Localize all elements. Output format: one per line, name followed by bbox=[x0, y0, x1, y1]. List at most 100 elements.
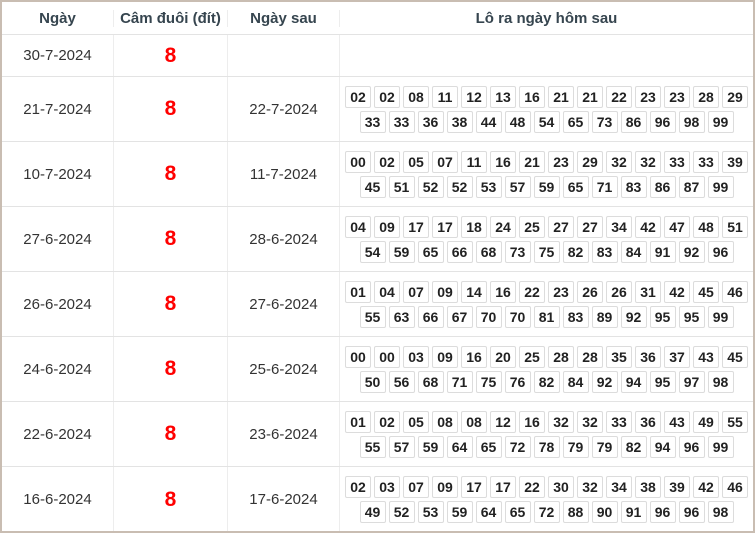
lotto-number-line: 45 51 52 52 53 57 59 65 71 83 86 87 99 bbox=[358, 175, 735, 198]
lotto-number: 64 bbox=[475, 501, 502, 523]
lotto-number: 02 bbox=[345, 476, 371, 498]
lotto-number: 97 bbox=[678, 370, 705, 393]
lotto-number: 43 bbox=[693, 345, 719, 368]
lotto-number: 70 bbox=[504, 305, 531, 328]
table-row: 27-6-2024 8 28-6-2024 04 09 17 17 18 24 25 27 27 34 4… bbox=[2, 207, 753, 272]
lotto-number: 32 bbox=[635, 150, 661, 173]
lotto-number: 57 bbox=[504, 175, 531, 198]
lotto-number: 84 bbox=[562, 370, 589, 393]
lotto-number: 28 bbox=[693, 85, 719, 108]
lotto-number: 32 bbox=[577, 476, 603, 498]
lotto-number: 33 bbox=[693, 150, 719, 173]
lotto-results-cell: 00 02 05 07 11 16 21 23 29 32 32 33 33 39 45 51 52 52 53 57… bbox=[340, 142, 753, 206]
table-row: 24-6-2024 8 25-6-2024 00 00 03 09 16 20 25 28 28 35 3… bbox=[2, 337, 753, 402]
lotto-number: 48 bbox=[693, 215, 719, 238]
lotto-number: 16 bbox=[461, 345, 487, 368]
lotto-number: 30 bbox=[548, 476, 574, 498]
lotto-number: 31 bbox=[635, 280, 661, 303]
lotto-number: 84 bbox=[620, 240, 647, 263]
lotto-number: 02 bbox=[345, 85, 371, 108]
lotto-number: 25 bbox=[519, 345, 545, 368]
lotto-number: 09 bbox=[432, 476, 458, 498]
lotto-number: 46 bbox=[722, 476, 748, 498]
lotto-number: 66 bbox=[417, 305, 444, 328]
lotto-number: 00 bbox=[345, 345, 371, 368]
lotto-number: 75 bbox=[475, 370, 502, 393]
lotto-number: 91 bbox=[620, 501, 647, 523]
lotto-number-line: 54 59 65 66 68 73 75 82 83 84 91 92 96 bbox=[358, 240, 735, 263]
lotto-number: 00 bbox=[374, 345, 400, 368]
date-cell: 10-7-2024 bbox=[2, 142, 114, 206]
lotto-number: 83 bbox=[591, 240, 618, 263]
lotto-number: 96 bbox=[649, 501, 676, 523]
lotto-number: 24 bbox=[490, 215, 516, 238]
lotto-number: 16 bbox=[519, 410, 545, 433]
tail-digit-cell: 8 bbox=[114, 207, 228, 271]
lotto-number: 95 bbox=[649, 305, 676, 328]
lotto-number: 72 bbox=[504, 435, 531, 458]
lotto-number: 13 bbox=[490, 85, 516, 108]
lotto-number: 52 bbox=[446, 175, 473, 198]
lotto-number-line: 00 00 03 09 16 20 25 28 28 35 36 37 43 45 bbox=[344, 345, 750, 368]
lotto-number: 09 bbox=[374, 215, 400, 238]
lotto-number: 42 bbox=[635, 215, 661, 238]
lotto-number: 79 bbox=[591, 435, 618, 458]
lotto-number: 68 bbox=[417, 370, 444, 393]
lotto-number: 09 bbox=[432, 345, 458, 368]
lotto-number: 29 bbox=[577, 150, 603, 173]
lotto-number: 76 bbox=[504, 370, 531, 393]
lotto-number: 72 bbox=[533, 501, 560, 523]
lotto-number: 83 bbox=[562, 305, 589, 328]
lotto-number: 55 bbox=[722, 410, 748, 433]
next-date-cell: 17-6-2024 bbox=[228, 467, 340, 531]
lotto-number: 94 bbox=[649, 435, 676, 458]
lotto-number: 23 bbox=[548, 280, 574, 303]
lotto-number: 27 bbox=[577, 215, 603, 238]
lotto-number: 82 bbox=[620, 435, 647, 458]
lotto-number: 08 bbox=[461, 410, 487, 433]
table-row: 21-7-2024 8 22-7-2024 02 02 08 11 12 13 16 21 21 22 2… bbox=[2, 77, 753, 142]
lotto-number: 11 bbox=[461, 150, 487, 173]
lotto-number: 99 bbox=[707, 110, 734, 133]
lotto-number: 39 bbox=[722, 150, 748, 173]
lotto-number: 75 bbox=[533, 240, 560, 263]
next-date-cell: 27-6-2024 bbox=[228, 272, 340, 336]
lotto-number: 94 bbox=[620, 370, 647, 393]
lotto-number: 03 bbox=[374, 476, 400, 498]
lotto-number: 22 bbox=[519, 280, 545, 303]
lotto-number: 96 bbox=[678, 435, 705, 458]
lotto-number: 45 bbox=[359, 175, 386, 198]
lotto-number: 50 bbox=[359, 370, 386, 393]
lotto-number: 91 bbox=[649, 240, 676, 263]
lotto-number: 26 bbox=[606, 280, 632, 303]
lotto-number: 92 bbox=[591, 370, 618, 393]
lotto-number: 99 bbox=[707, 435, 734, 458]
lotto-number: 09 bbox=[432, 280, 458, 303]
lotto-number: 21 bbox=[577, 85, 603, 108]
lotto-number: 59 bbox=[446, 501, 473, 523]
lotto-number: 33 bbox=[388, 110, 415, 133]
lotto-number: 22 bbox=[606, 85, 632, 108]
lotto-number-line: 01 02 05 08 08 12 16 32 32 33 36 43 49 55 bbox=[344, 410, 750, 433]
lotto-number: 89 bbox=[591, 305, 618, 328]
lotto-number: 07 bbox=[403, 476, 429, 498]
lotto-number-line: 49 52 53 59 64 65 72 88 90 91 96 96 98 bbox=[358, 501, 735, 523]
lotto-number: 04 bbox=[345, 215, 371, 238]
next-date-cell bbox=[228, 35, 340, 76]
lotto-number: 21 bbox=[548, 85, 574, 108]
lotto-number: 45 bbox=[693, 280, 719, 303]
lotto-number: 38 bbox=[446, 110, 473, 133]
date-cell: 24-6-2024 bbox=[2, 337, 114, 401]
lotto-number: 59 bbox=[388, 240, 415, 263]
lotto-number: 17 bbox=[461, 476, 487, 498]
lotto-number: 44 bbox=[475, 110, 502, 133]
lotto-number: 53 bbox=[417, 501, 444, 523]
lotto-number: 96 bbox=[678, 501, 705, 523]
lotto-number: 46 bbox=[722, 280, 748, 303]
lotto-number: 33 bbox=[359, 110, 386, 133]
lotto-number: 92 bbox=[620, 305, 647, 328]
lotto-number: 92 bbox=[678, 240, 705, 263]
lotto-number: 67 bbox=[446, 305, 473, 328]
lotto-number: 82 bbox=[533, 370, 560, 393]
lotto-number: 21 bbox=[519, 150, 545, 173]
